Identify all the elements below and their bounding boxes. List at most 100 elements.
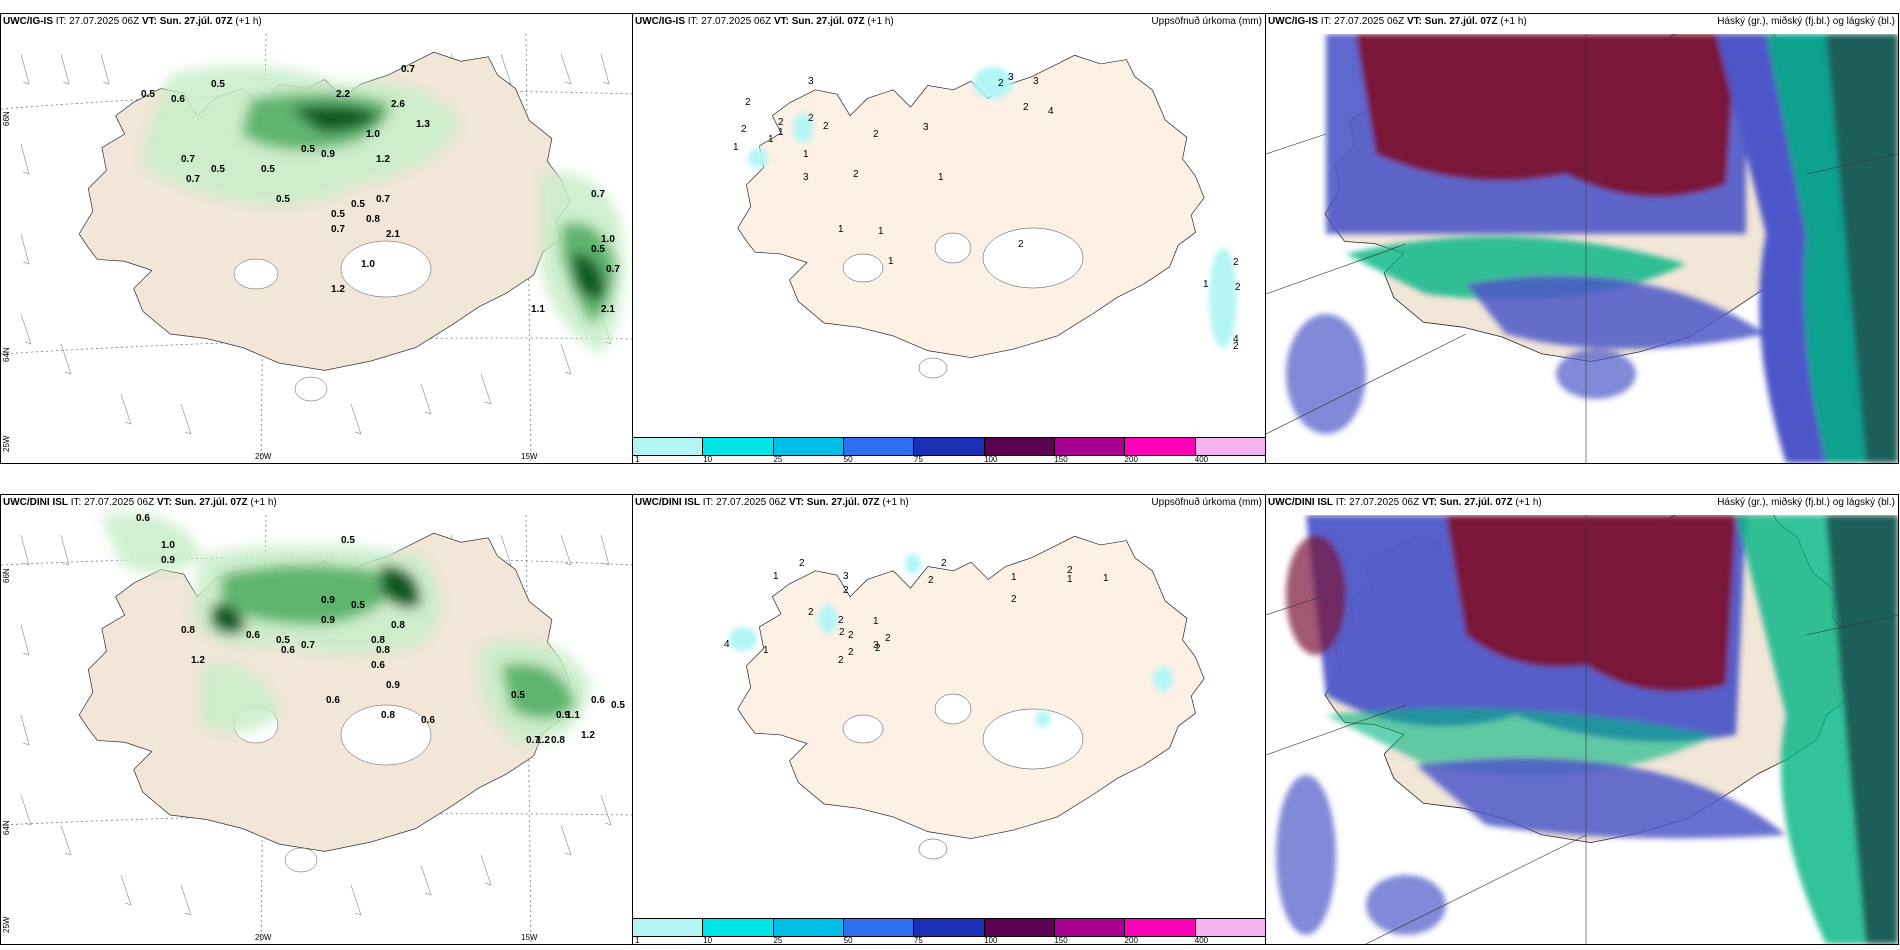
legend-label: 25 [773, 455, 783, 464]
value-label: 4 [1048, 106, 1054, 117]
value-label: 0.5 [511, 690, 525, 701]
value-label: 2 [848, 630, 854, 641]
precip-legend: 1 10 25 50 75 100 150 200 400 [633, 437, 1265, 463]
legend-label: 10 [703, 455, 713, 464]
value-label: 0.6 [326, 695, 340, 706]
value-label: 2 [873, 129, 879, 140]
precip-field [729, 554, 1173, 727]
value-label: 0.6 [281, 645, 295, 656]
value-label: 0.6 [171, 94, 185, 105]
value-label: 1 [838, 224, 844, 235]
value-label: 2 [941, 558, 947, 569]
legend-label: 400 [1194, 455, 1209, 464]
panel-title: Uppsöfnuð úrkoma (mm) [1151, 497, 1262, 508]
value-label: 0.5 [211, 164, 225, 175]
map-canvas[interactable] [1266, 34, 1898, 463]
panel-bottom-left-precip-wind: UWC/DINI ISL IT: 27.07.2025 06Z VT: Sun.… [0, 494, 633, 945]
value-label: 3 [808, 76, 814, 87]
value-label: 0.5 [301, 144, 315, 155]
value-label: 0.5 [351, 199, 365, 210]
value-label: 1.0 [361, 259, 375, 270]
value-label: 0.5 [276, 194, 290, 205]
value-label: 0.8 [551, 735, 565, 746]
lat-label: 25W [2, 435, 11, 452]
map-canvas[interactable] [1, 495, 632, 944]
legend-swatch [773, 438, 844, 455]
legend-label: 25 [773, 936, 783, 945]
map-canvas[interactable] [633, 509, 1265, 916]
value-label: 1.0 [366, 129, 380, 140]
glacier [842, 693, 1084, 860]
lat-label: 66N [2, 568, 11, 583]
panel-header: UWC/IG-IS IT: 27.07.2025 06Z VT: Sun. 27… [3, 16, 262, 27]
legend-label: 150 [1054, 936, 1068, 945]
value-label: 1 [878, 226, 884, 237]
value-label: 0.5 [261, 164, 275, 175]
panel-top-mid-accum-precip: UWC/IG-IS IT: 27.07.2025 06Z VT: Sun. 27… [632, 13, 1266, 464]
value-label: 0.8 [376, 645, 390, 656]
map-canvas[interactable] [633, 28, 1265, 435]
value-label: 0.8 [366, 214, 380, 225]
value-label: 0.9 [321, 149, 335, 160]
panel-header: UWC/IG-IS IT: 27.07.2025 06Z VT: Sun. 27… [1268, 16, 1527, 27]
value-label: 3 [1033, 76, 1039, 87]
legend-swatch [914, 919, 985, 936]
panel-title: Háský (gr.), miðský (fj.bl.) og lágský (… [1717, 16, 1895, 27]
value-label: 2 [1233, 341, 1239, 352]
legend-label: 100 [984, 936, 998, 945]
value-label: 1.0 [161, 540, 175, 551]
value-label: 2 [848, 647, 854, 658]
map-canvas[interactable]: . [1, 14, 632, 463]
legend-swatch [984, 438, 1055, 455]
value-label: 0.7 [331, 224, 345, 235]
legend-swatch [703, 438, 774, 455]
value-label: 1.2 [376, 154, 390, 165]
value-label: 3 [1008, 72, 1014, 83]
value-label: 0.5 [276, 635, 290, 646]
value-label: 2 [823, 121, 829, 132]
value-label: 0.9 [556, 710, 570, 721]
value-label: 0.7 [526, 735, 540, 746]
value-label: 2 [1023, 102, 1029, 113]
lon-label: 15W [521, 452, 538, 461]
legend-label: 150 [1054, 455, 1068, 464]
value-label: 2 [838, 615, 844, 626]
value-label: 2.1 [601, 304, 615, 315]
value-label: 2 [853, 169, 859, 180]
value-label: 0.5 [331, 209, 345, 220]
panel-bottom-mid-accum-precip: UWC/DINI ISL IT: 27.07.2025 06Z VT: Sun.… [632, 494, 1266, 945]
value-label: 4 [724, 639, 730, 650]
legend-label: 1 [635, 936, 640, 945]
value-label: 0.7 [301, 640, 315, 651]
value-label: 1 [733, 142, 739, 153]
value-label: 2 [928, 575, 934, 586]
value-label: 1.3 [416, 119, 430, 130]
lon-label: 15W [521, 933, 538, 942]
panel-header: UWC/DINI ISL IT: 27.07.2025 06Z VT: Sun.… [3, 497, 277, 508]
value-label: 1.2 [536, 735, 550, 746]
legend-swatch [1125, 438, 1196, 455]
value-label: 4 [1233, 334, 1239, 345]
value-label: 2 [838, 655, 844, 666]
value-label: 1 [763, 645, 769, 656]
map-canvas[interactable] [1266, 515, 1898, 944]
legend-swatch [633, 438, 704, 455]
value-label: 1 [773, 571, 779, 582]
value-label: 1 [1103, 573, 1109, 584]
value-label: 2.2 [336, 89, 350, 100]
value-label: 0.5 [351, 600, 365, 611]
value-label: 0.7 [181, 154, 195, 165]
value-label: 2 [1235, 282, 1241, 293]
value-label: 1.2 [331, 284, 345, 295]
panel-header: UWC/DINI ISL IT: 27.07.2025 06Z VT: Sun.… [1268, 497, 1542, 508]
value-label: 1 [1203, 279, 1209, 290]
value-label: 0.9 [321, 595, 335, 606]
legend-label: 10 [703, 936, 713, 945]
value-label: 2 [1067, 565, 1073, 576]
value-label: 0.7 [376, 194, 390, 205]
panel-header: UWC/IG-IS IT: 27.07.2025 06Z VT: Sun. 27… [635, 16, 894, 27]
value-label: 0.5 [141, 89, 155, 100]
legend-label: 400 [1194, 936, 1209, 945]
cloud-field [1286, 34, 1898, 463]
